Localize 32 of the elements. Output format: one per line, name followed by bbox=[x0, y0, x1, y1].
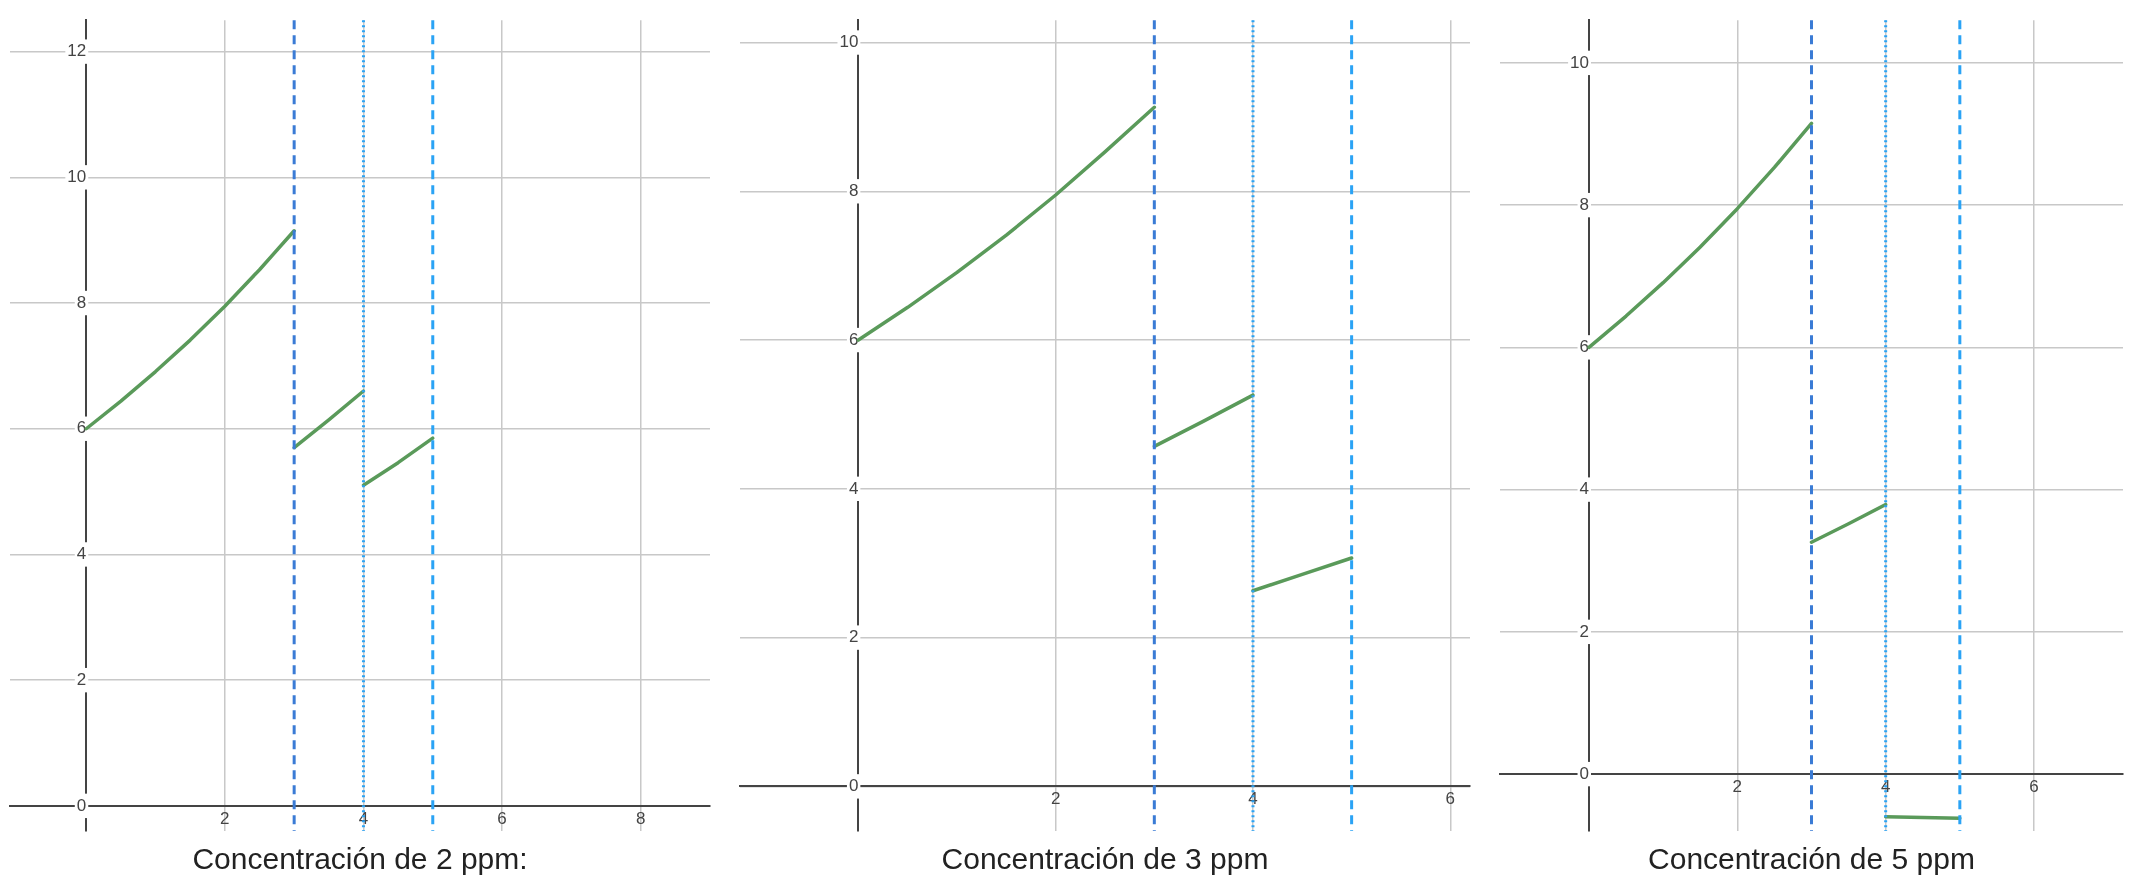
y-tick-label: 4 bbox=[76, 544, 87, 564]
x-tick-label: 4 bbox=[1248, 789, 1258, 809]
y-tick-label: 0 bbox=[848, 776, 859, 796]
y-tick-label: 12 bbox=[67, 41, 87, 61]
y-tick-label: 10 bbox=[839, 32, 859, 52]
x-tick-label: 8 bbox=[635, 808, 646, 828]
x-tick-label: 6 bbox=[2029, 776, 2039, 796]
y-tick-label: 8 bbox=[848, 180, 859, 200]
y-tick-label: 6 bbox=[76, 418, 87, 438]
x-tick-label: 2 bbox=[1050, 789, 1061, 809]
x-tick-label: 4 bbox=[1880, 776, 1891, 796]
text: Concentración de 5 ppm bbox=[1648, 842, 1975, 876]
y-tick-label: 8 bbox=[76, 292, 87, 312]
y-tick-label: 10 bbox=[67, 167, 87, 187]
x-tick-label: 6 bbox=[497, 808, 507, 828]
text: Concentración de 2 ppm: bbox=[192, 842, 528, 876]
x-tick-label: 4 bbox=[358, 808, 369, 828]
y-tick-label: 2 bbox=[76, 669, 87, 689]
y-tick-label: 6 bbox=[1579, 337, 1589, 357]
y-tick-label: 4 bbox=[1579, 479, 1589, 499]
y-tick-label: 2 bbox=[1579, 621, 1589, 641]
x-tick-label: 2 bbox=[1732, 776, 1743, 796]
y-tick-label: 0 bbox=[76, 795, 87, 815]
y-tick-label: 0 bbox=[1579, 763, 1589, 783]
y-tick-label: 6 bbox=[848, 329, 859, 349]
y-tick-label: 8 bbox=[1579, 194, 1589, 214]
y-tick-label: 10 bbox=[1570, 52, 1589, 72]
x-tick-label: 2 bbox=[220, 808, 230, 828]
y-tick-label: 4 bbox=[848, 478, 859, 498]
text: Concentración de 3 ppm bbox=[941, 842, 1269, 876]
y-tick-label: 2 bbox=[848, 627, 859, 647]
x-tick-label: 6 bbox=[1445, 789, 1455, 809]
